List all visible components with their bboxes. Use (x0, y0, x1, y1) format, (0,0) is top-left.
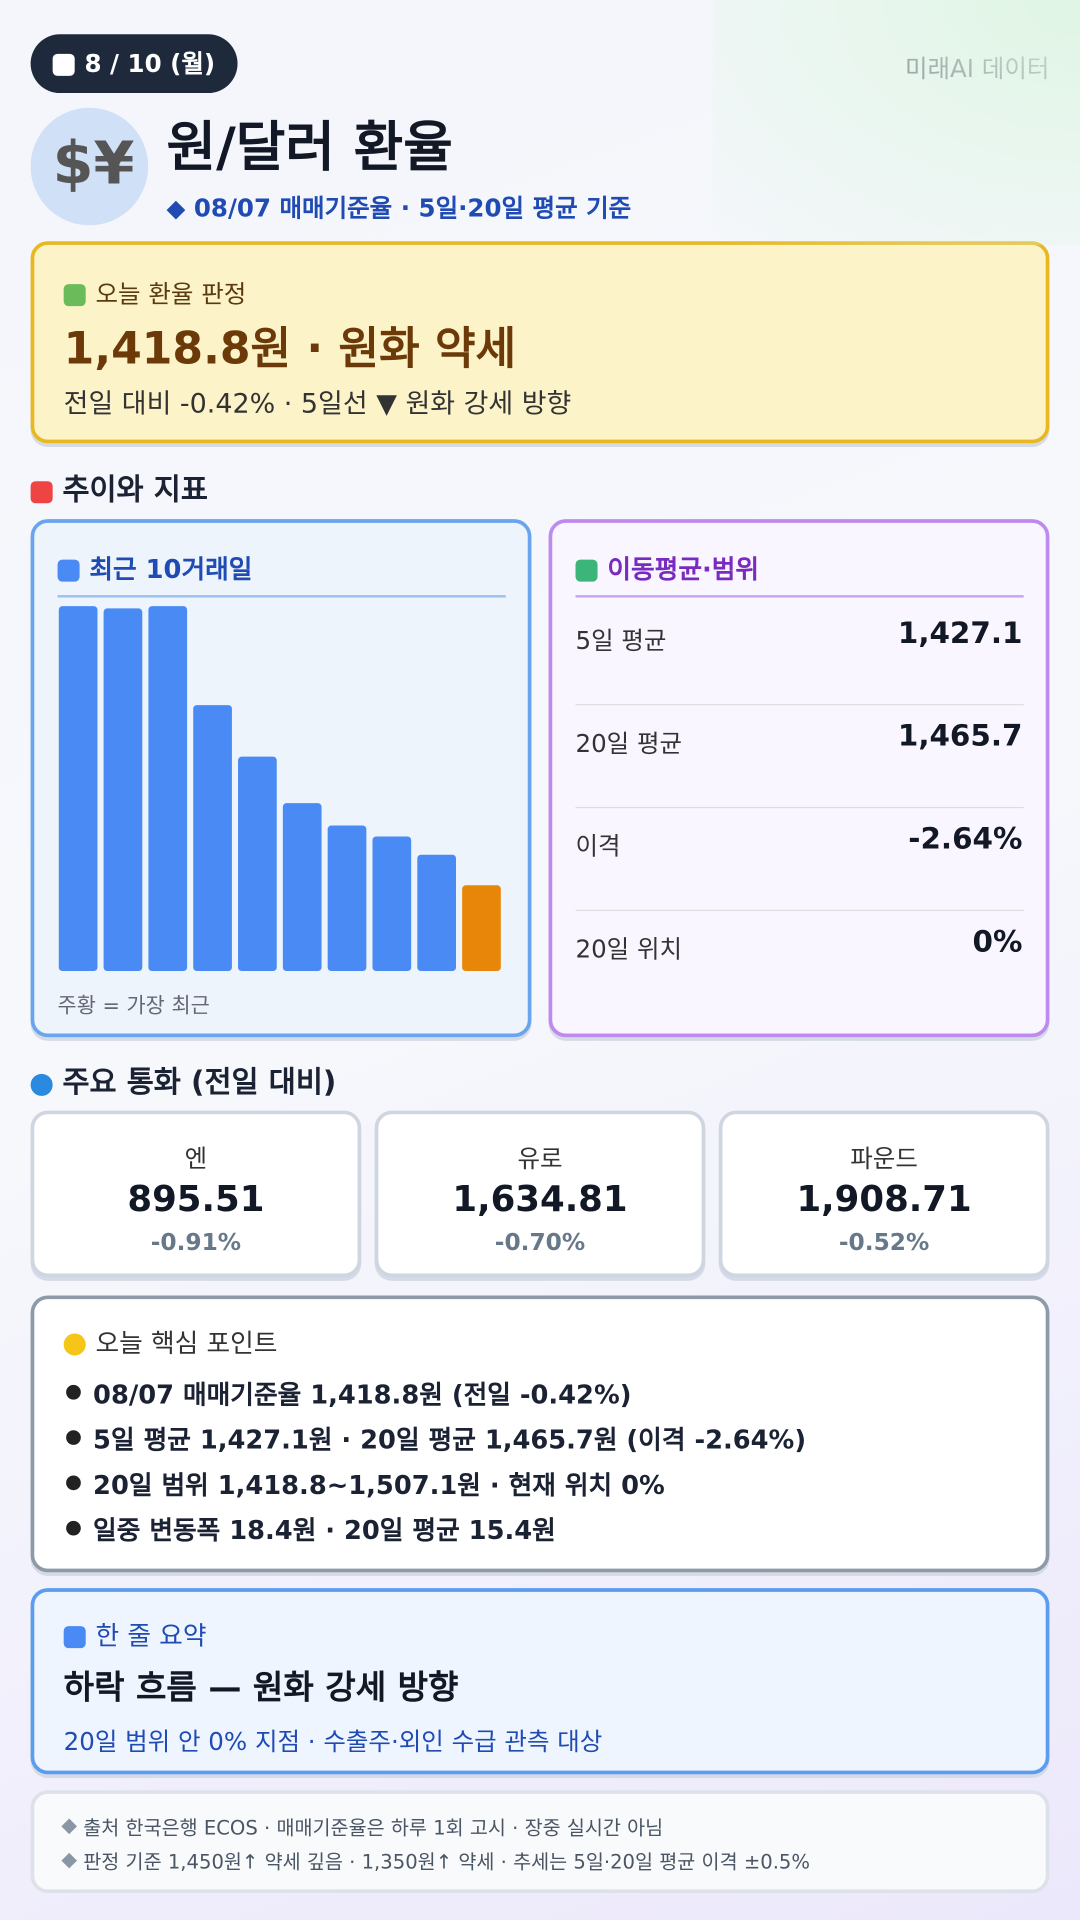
section-text: 추이와 지표 (62, 472, 208, 507)
indicator-card: 이동평균·범위 5일 평균 1,427.1 20일 평균 1,465.7 이격 -2.64… (548, 519, 1050, 1038)
point-item: 08/07 매매기준율 1,418.8원 (전일 -0.42%) (93, 1380, 632, 1410)
bullet (66, 1384, 81, 1400)
bar (327, 825, 367, 972)
footer-bullet (61, 1852, 77, 1869)
currency-rate: 1,908.71 (796, 1177, 972, 1220)
date-badge: 8 / 10 (월) (30, 34, 238, 94)
subtitle-text: 08/07 매매기준율 · 5일·20일 평균 기준 (193, 193, 632, 223)
bar (282, 803, 322, 972)
currency-change: -0.70% (494, 1229, 586, 1257)
footer-card: 출처 한국은행 ECOS · 매매기준율은 하루 1회 고시 · 장중 실시간 … (30, 1790, 1050, 1894)
currency-name: 유로 (517, 1143, 563, 1174)
verdict-headline: 1,418.8원 · 원화 약세 (63, 324, 517, 375)
bullet (66, 1430, 81, 1445)
chart-note: 주황 = 가장 최근 (57, 994, 210, 1019)
summary-detail: 20일 범위 안 0% 지점 · 수출주·외인 수급 관측 대상 (63, 1726, 603, 1756)
point-item: 5일 평균 1,427.1원 · 20일 평균 1,465.7원 (이격 -2.… (93, 1425, 807, 1455)
currency-card: 유로 1,634.81 -0.70% (374, 1110, 706, 1278)
currency-card: 엔 895.51 -0.91% (30, 1110, 362, 1278)
title: 원/달러 환율 (166, 116, 453, 179)
point-item: 20일 범위 1,418.8~1,507.1원 · 현재 위치 0% (93, 1470, 665, 1501)
bar (462, 885, 501, 972)
points-title: 오늘 핵심 포인트 (95, 1328, 278, 1358)
currency-card: 파운드 1,908.71 -0.52% (718, 1110, 1050, 1278)
point-item: 일중 변동폭 18.4원 · 20일 평균 15.4원 (93, 1515, 556, 1546)
summary-title: 한 줄 요약 (95, 1621, 207, 1651)
icon-circle: $¥ (30, 107, 149, 226)
divider (575, 806, 1024, 809)
indicator-value: 0% (972, 924, 1023, 959)
bar (193, 705, 232, 972)
indicator-value: -2.64% (908, 821, 1023, 856)
source-badge: 미래AI 데이터 (904, 53, 1050, 84)
divider (575, 704, 1024, 706)
divider (575, 909, 1024, 912)
summary-card: 한 줄 요약 하락 흐름 — 원화 강세 방향 20일 범위 안 0% 지점 ·… (30, 1588, 1050, 1775)
indicator-label: 이격 (575, 831, 621, 861)
summary-headline: 하락 흐름 — 원화 강세 방향 (63, 1668, 459, 1707)
currency-name: 파운드 (850, 1143, 918, 1174)
currency-change: -0.52% (838, 1229, 930, 1257)
bar (58, 606, 98, 972)
section-text: 주요 통화 (전일 대비) (62, 1065, 337, 1100)
bar (372, 836, 412, 972)
bar-chart (58, 606, 501, 972)
currency-rate: 1,634.81 (452, 1177, 628, 1220)
indicator-label: 5일 평균 (575, 625, 667, 656)
date: 8 / 10 (월) (84, 48, 216, 79)
section-title: 주요 통화 (전일 대비) (30, 1058, 337, 1101)
chart-card: 최근 10거래일 주황 = 가장 최근 (30, 519, 532, 1038)
chart-title: 최근 10거래일 (89, 554, 253, 585)
footer-line: 판정 기준 1,450원↑ 약세 깊음 · 1,350원↑ 약세 · 추세는 5… (83, 1850, 811, 1874)
currency-change: -0.91% (150, 1229, 242, 1257)
verdict-card: 오늘 환율 판정 1,418.8원 · 원화 약세 전일 대비 -0.42% ·… (30, 241, 1050, 444)
indicator-label: 20일 평균 (575, 728, 683, 758)
bullet (66, 1475, 81, 1491)
bar (103, 608, 143, 972)
points-card: 오늘 핵심 포인트 08/07 매매기준율 1,418.8원 (전일 -0.42… (30, 1295, 1050, 1573)
indicator-label: 20일 위치 (575, 934, 683, 964)
verdict-detail: 전일 대비 -0.42% · 5일선 ▼ 원화 강세 방향 (63, 389, 572, 421)
footer-line: 출처 한국은행 ECOS · 매매기준율은 하루 1회 고시 · 장중 실시간 … (83, 1815, 664, 1840)
indicator-value: 1,427.1 (897, 615, 1023, 651)
indicator-title: 이동평균·범위 (607, 554, 760, 585)
currency-name: 엔 (184, 1143, 208, 1174)
currency-rate: 895.51 (127, 1177, 265, 1220)
verdict-label: 오늘 환율 판정 (95, 279, 247, 309)
footer-bullet (61, 1818, 77, 1835)
bar (417, 854, 457, 972)
bar (148, 606, 188, 972)
bullet (66, 1520, 81, 1536)
bar (238, 756, 277, 972)
indicator-value: 1,465.7 (897, 718, 1023, 754)
subtitle: ◆ 08/07 매매기준율 · 5일·20일 평균 기준 (166, 193, 632, 223)
section-title: 추이와 지표 (30, 465, 208, 508)
